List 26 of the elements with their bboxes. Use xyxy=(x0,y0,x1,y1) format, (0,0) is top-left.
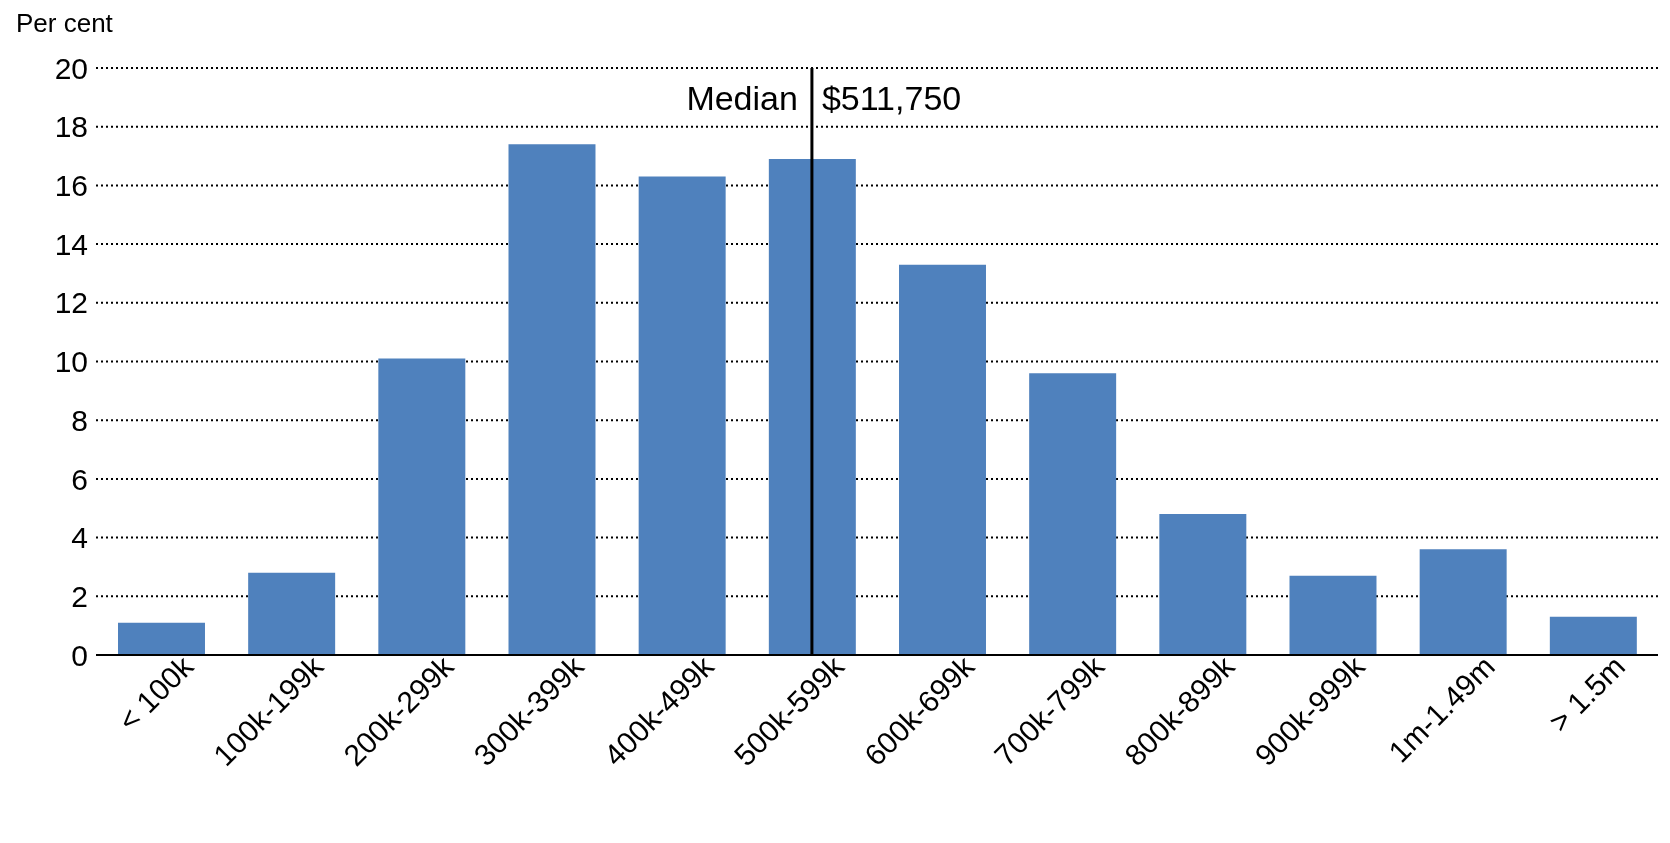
ref-line-label: Median xyxy=(686,79,798,117)
bar xyxy=(378,358,466,655)
bar xyxy=(508,144,596,655)
y-tick-label: 0 xyxy=(71,638,88,672)
bar xyxy=(248,572,336,655)
y-tick-label: 4 xyxy=(71,521,88,555)
bar xyxy=(118,622,205,655)
y-axis-title: Per cent xyxy=(16,8,113,39)
bar xyxy=(1029,373,1117,655)
y-tick-label: 2 xyxy=(71,579,88,613)
y-tick-label: 16 xyxy=(54,169,88,203)
y-tick-label: 10 xyxy=(54,345,88,379)
bar xyxy=(1419,549,1507,655)
bar xyxy=(1549,616,1637,655)
y-tick-label: 18 xyxy=(54,110,88,144)
y-tick-label: 8 xyxy=(71,403,88,437)
bar xyxy=(1289,575,1377,655)
y-tick-label: 12 xyxy=(54,286,88,320)
annotation: $511,750 xyxy=(821,79,962,117)
y-tick-label: 14 xyxy=(54,227,88,261)
bar xyxy=(1159,514,1247,655)
y-tick-label: 6 xyxy=(71,462,88,496)
bar xyxy=(899,264,986,655)
bar xyxy=(638,176,726,655)
bar xyxy=(768,158,856,655)
y-tick-label: 20 xyxy=(54,51,88,85)
